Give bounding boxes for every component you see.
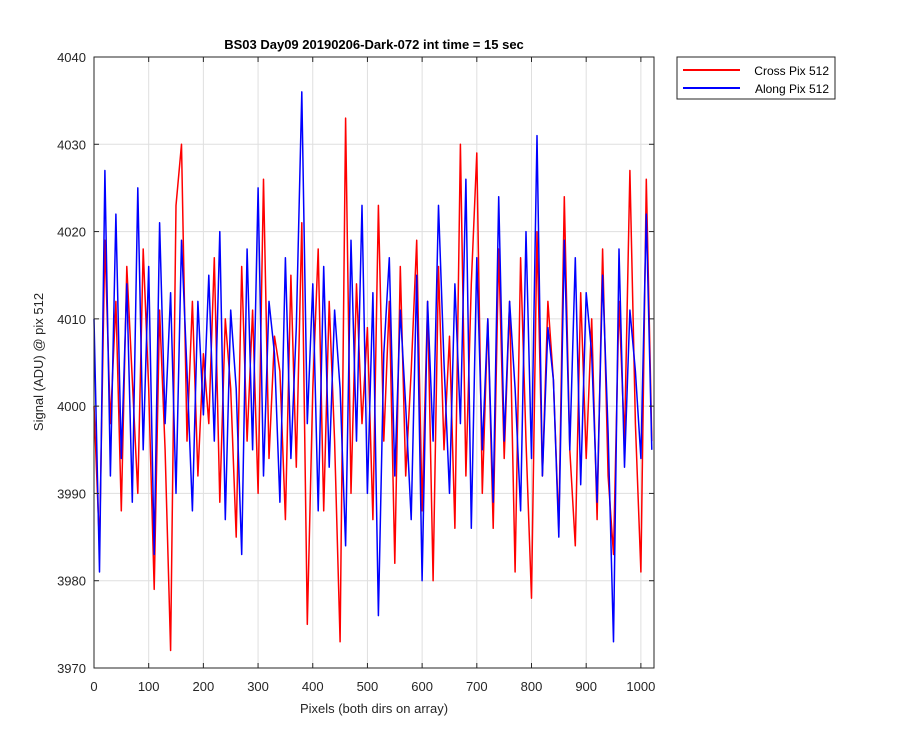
x-tick-label: 300 [247,679,269,694]
y-tick-label: 4040 [57,50,86,65]
x-axis-label: Pixels (both dirs on array) [300,701,448,716]
y-tick-label: 4010 [57,312,86,327]
chart-title: BS03 Day09 20190206-Dark-072 int time = … [224,37,524,52]
y-tick-label: 3980 [57,574,86,589]
y-tick-label: 4000 [57,399,86,414]
legend: Cross Pix 512 Along Pix 512 [676,56,836,100]
axis-ticks: 0 100 200 300 400 500 600 700 800 900 1000 3970 3980… [57,50,655,694]
legend-label-along: Along Pix 512 [755,82,829,96]
x-tick-label: 600 [411,679,433,694]
legend-box [676,56,836,100]
series-line-along-pix [93,91,653,643]
x-tick-label: 700 [466,679,488,694]
x-tick-label: 800 [521,679,543,694]
y-tick-label: 4020 [57,225,86,240]
x-tick-label: 100 [138,679,160,694]
x-tick-label: 200 [193,679,215,694]
y-axis-label: Signal (ADU) @ pix 512 [31,293,46,431]
x-tick-label: 0 [90,679,97,694]
plot-frame [93,56,655,669]
y-tick-label: 3970 [57,661,86,676]
y-tick-label: 3990 [57,486,86,501]
x-tick-label: 500 [357,679,379,694]
legend-label-cross: Cross Pix 512 [754,64,829,78]
y-tick-label: 4030 [57,137,86,152]
x-tick-label: 900 [575,679,597,694]
x-tick-label: 400 [302,679,324,694]
series-layer [93,91,653,652]
x-tick-label: 1000 [626,679,655,694]
